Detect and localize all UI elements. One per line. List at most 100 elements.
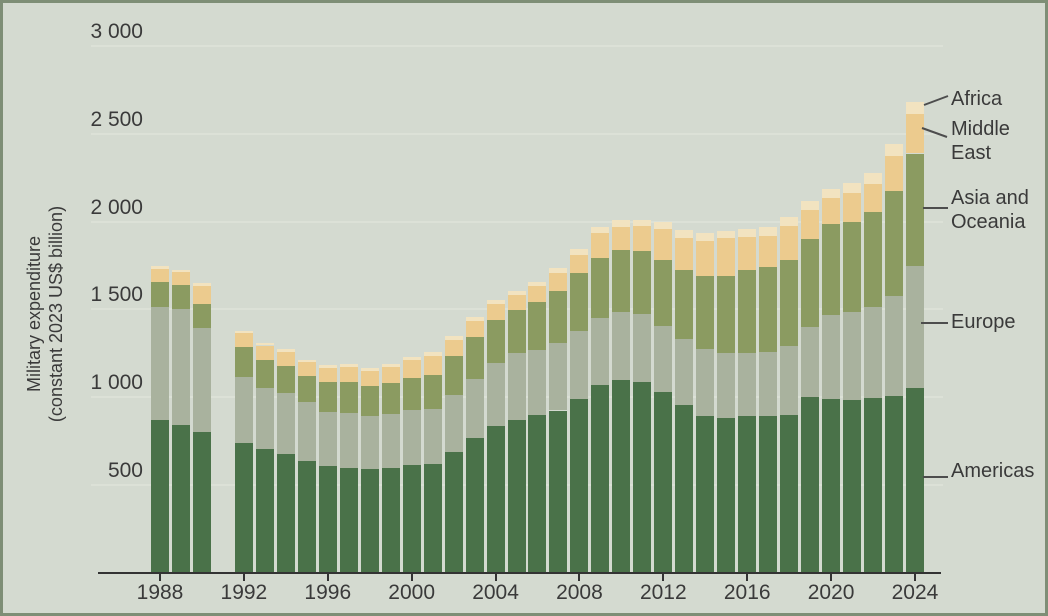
bar-2020-africa	[822, 189, 841, 199]
bar-2023-europe	[885, 296, 904, 396]
bar-2014-americas	[696, 415, 715, 573]
bar-1995-asia-and-oceania	[297, 375, 316, 403]
bar-2016-asia-and-oceania	[738, 270, 757, 353]
x-tick-2020	[830, 574, 833, 581]
bar-2006-americas	[528, 414, 547, 573]
bar-2017-americas	[759, 415, 778, 573]
bar-2009-americas	[591, 385, 610, 573]
bar-2006-asia-and-oceania	[528, 302, 547, 350]
bar-2018-middle-east	[780, 226, 799, 261]
bar-1994-americas	[276, 454, 295, 573]
bar-2011-middle-east	[633, 226, 652, 251]
bar-2013-middle-east	[675, 238, 694, 271]
bar-1995-americas	[297, 461, 316, 573]
bar-2000-americas	[402, 465, 421, 573]
x-tick-label-1992: 1992	[220, 581, 268, 604]
bar-2023-africa	[885, 144, 904, 156]
x-tick-2004	[494, 574, 497, 581]
bar-2014-africa	[696, 232, 715, 241]
bar-2000-europe	[402, 409, 421, 466]
bar-2002-africa	[444, 336, 463, 341]
bar-1993-africa	[255, 342, 274, 346]
bar-2013-asia-and-oceania	[675, 270, 694, 339]
bar-2003-africa	[465, 317, 484, 322]
bar-2010-middle-east	[612, 226, 631, 251]
bar-2011-europe	[633, 313, 652, 382]
bar-2016-africa	[738, 229, 757, 237]
bar-1988-asia-and-oceania	[151, 282, 169, 307]
x-tick-2016	[746, 574, 749, 581]
bar-1998-asia-and-oceania	[360, 385, 379, 417]
bar-1997-africa	[339, 364, 358, 367]
bar-1998-americas	[360, 469, 379, 573]
bar-1993-europe	[255, 388, 274, 450]
bar-2021-americas	[843, 399, 862, 573]
x-tick-2012	[662, 574, 665, 581]
bar-1996-africa	[318, 365, 337, 368]
bar-2013-americas	[675, 404, 694, 573]
bar-2007-europe	[549, 342, 568, 411]
bar-2022-africa	[864, 172, 883, 184]
bar-2020-middle-east	[822, 198, 841, 224]
x-tick-1988	[159, 574, 161, 581]
bar-2020-asia-and-oceania	[822, 223, 841, 315]
bar-2022-middle-east	[864, 183, 883, 212]
bar-2016-americas	[738, 416, 757, 573]
bar-2021-europe	[843, 312, 862, 400]
bar-2020-americas	[822, 398, 841, 573]
bar-2008-africa	[570, 249, 589, 255]
bar-2019-europe	[801, 326, 820, 397]
middle-east-leader-line	[921, 127, 948, 138]
bar-2022-asia-and-oceania	[864, 211, 883, 308]
bar-2012-asia-and-oceania	[654, 259, 673, 326]
bar-1996-americas	[318, 465, 337, 573]
bar-2001-asia-and-oceania	[423, 375, 442, 409]
bar-1992-americas	[234, 443, 253, 573]
x-tick-label-2004: 2004	[472, 581, 519, 604]
bar-1990-europe	[192, 327, 211, 432]
bar-2001-africa	[423, 352, 442, 356]
bar-2004-middle-east	[486, 304, 505, 321]
bar-2021-middle-east	[843, 192, 862, 222]
x-tick-label-1988: 1988	[136, 581, 184, 604]
bar-1999-asia-and-oceania	[381, 383, 400, 415]
bar-1995-europe	[297, 402, 316, 462]
bar-1989-africa	[171, 269, 190, 273]
bar-2008-asia-and-oceania	[570, 272, 589, 331]
bar-2013-europe	[675, 339, 694, 405]
bar-2007-asia-and-oceania	[549, 290, 568, 343]
bar-1994-middle-east	[276, 351, 295, 367]
bar-1999-americas	[381, 467, 400, 573]
bar-2018-africa	[780, 217, 799, 227]
x-tick-2000	[410, 574, 413, 581]
bar-1999-middle-east	[381, 366, 400, 384]
y-tick-label-2500: 2 500	[90, 107, 143, 131]
y-tick-label-3000: 3 000	[90, 19, 143, 43]
y-axis-title-line1: Military expenditure	[24, 235, 44, 393]
bar-2000-middle-east	[402, 360, 421, 378]
gridline-2000	[91, 220, 943, 223]
bar-2004-africa	[486, 299, 505, 305]
bar-2009-middle-east	[591, 233, 610, 259]
bar-2023-americas	[885, 395, 904, 573]
bar-1997-americas	[339, 468, 358, 573]
bar-1996-asia-and-oceania	[318, 381, 337, 412]
bar-2001-middle-east	[423, 355, 442, 376]
bar-1988-africa	[151, 265, 169, 269]
bar-2005-asia-and-oceania	[507, 310, 526, 354]
bar-1997-middle-east	[339, 366, 358, 382]
x-tick-label-2008: 2008	[556, 581, 603, 604]
bar-2012-europe	[654, 325, 673, 393]
bar-2018-asia-and-oceania	[780, 260, 799, 347]
bar-2017-europe	[759, 352, 778, 416]
bar-1998-middle-east	[360, 370, 379, 386]
bar-2003-middle-east	[465, 321, 484, 338]
y-tick-label-1500: 1 500	[90, 283, 143, 307]
bar-2005-europe	[507, 353, 526, 420]
bar-2014-europe	[696, 349, 715, 416]
x-tick-label-2024: 2024	[891, 581, 939, 604]
bar-1999-africa	[381, 363, 400, 367]
bar-1996-middle-east	[318, 367, 337, 382]
bar-2024-americas	[905, 388, 924, 573]
bar-2010-asia-and-oceania	[612, 250, 631, 312]
